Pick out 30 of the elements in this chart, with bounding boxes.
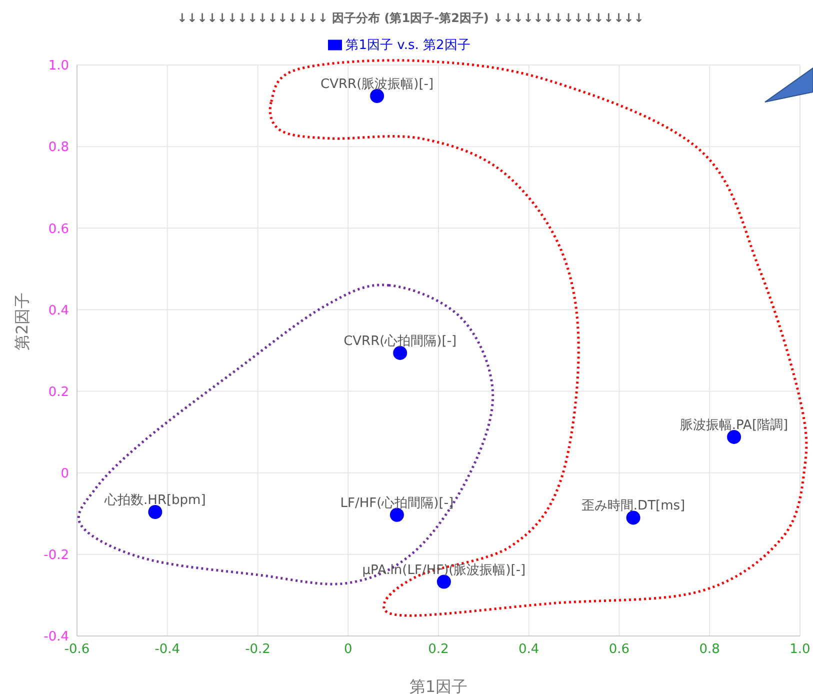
y-tick-label: 0.8 — [48, 140, 69, 156]
x-tick-label: -0.4 — [154, 642, 180, 658]
y-tick-label: 0 — [60, 466, 69, 482]
y-tick-label: 0.2 — [48, 384, 69, 400]
x-tick-label: 0.8 — [699, 642, 720, 658]
annotation: CVRR(脈波振幅)[-] — [320, 76, 434, 92]
x-tick-label: 0.2 — [428, 642, 449, 658]
legend-label: 第1因子 v.s. 第2因子 — [346, 38, 470, 53]
y-tick-label: 1.0 — [48, 58, 69, 74]
annotation: CVRR(心拍間隔)[-] — [344, 332, 457, 349]
annotation: 心拍数.HR[bpm] — [104, 492, 206, 508]
annotation: LF/HF(心拍間隔)[-] — [340, 494, 454, 511]
x-tick-label: 1.0 — [790, 642, 810, 658]
y-tick-label: -0.2 — [44, 548, 69, 564]
point — [370, 88, 384, 103]
point — [626, 510, 640, 525]
chart-title: ↓↓↓↓↓↓↓↓↓↓↓↓↓↓↓ 因子分布 (第1因子-第2因子) ↓↓↓↓↓↓↓↓↓↓↓↓↓↓↓ — [176, 10, 645, 27]
y-tick-label: 0.4 — [48, 303, 69, 318]
x-tick-label: -0.6 — [64, 642, 90, 658]
x-tick-label: 0.6 — [608, 642, 630, 658]
y-tick-label: 0.6 — [48, 222, 69, 237]
x-tick-label: 0.4 — [518, 642, 540, 658]
annotation: 歪み時間.DT[ms] — [581, 498, 686, 514]
x-tick-label: 0 — [344, 642, 352, 658]
x-axis-title: 第1因子 — [409, 677, 468, 694]
y-tick-label: -0.4 — [44, 630, 69, 645]
y-axis-title: 第2因子 — [12, 292, 32, 350]
point — [390, 508, 404, 522]
x-tick-label: -0.2 — [245, 642, 270, 658]
annotation: 脈波振幅.PA[階調] — [680, 418, 788, 433]
